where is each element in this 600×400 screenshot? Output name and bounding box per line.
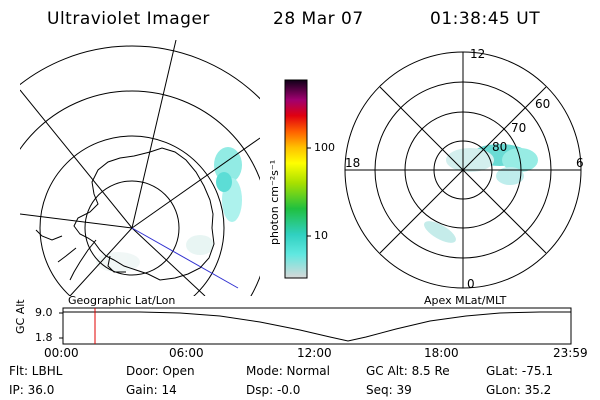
info-mode: Mode: Normal [246, 364, 330, 378]
lat-label-70: 70 [511, 121, 527, 135]
polar-plot [344, 51, 582, 289]
info-glat: GLat: -75.1 [486, 364, 553, 378]
geographic-map [20, 40, 260, 296]
lat-circle-outer [20, 90, 260, 296]
info-ip: IP: 36.0 [9, 383, 55, 397]
colorbar-units: photon cm⁻²s⁻¹ [268, 159, 281, 245]
altitude-ytick-1-8: 1.8 [35, 331, 53, 344]
right-map-caption: Apex MLat/MLT [424, 294, 507, 307]
altitude-xtick-0600: 06:00 [169, 346, 204, 360]
instrument-title: Ultraviolet Imager [47, 9, 210, 29]
mlt-label-0: 0 [467, 277, 475, 291]
mlt-label-12: 12 [470, 47, 486, 61]
altitude-xtick-1800: 18:00 [424, 346, 459, 360]
colorbar-tick-10: 10 [314, 229, 328, 242]
info-door: Door: Open [126, 364, 195, 378]
altitude-xtick-2359: 23:59 [553, 346, 588, 360]
info-seq: Seq: 39 [366, 383, 412, 397]
lat-label-60: 60 [535, 97, 551, 111]
lat-circle-edge [20, 45, 260, 100]
left-map-caption: Geographic Lat/Lon [68, 294, 176, 307]
altitude-ylabel: GC Alt [14, 299, 27, 334]
colorbar-tick-100: 100 [314, 141, 335, 154]
antarctica-coastline [73, 147, 215, 281]
altitude-xtick-1200: 12:00 [297, 346, 332, 360]
lat-circle-inner [84, 180, 180, 276]
info-gc-alt: GC Alt: 8.5 Re [366, 364, 450, 378]
observation-date: 28 Mar 07 [273, 9, 364, 29]
lat-circle-mid [39, 135, 225, 296]
info-glon: GLon: 35.2 [486, 383, 552, 397]
mlt-label-6: 6 [576, 156, 584, 170]
info-dsp: Dsp: -0.0 [246, 383, 301, 397]
altitude-xtick-0000: 00:00 [44, 346, 79, 360]
mlt-label-18: 18 [345, 156, 361, 170]
info-filter: Flt: LBHL [9, 364, 63, 378]
lat-label-80: 80 [492, 140, 508, 154]
altitude-plot [59, 307, 572, 345]
aurora-emission-left [96, 147, 242, 272]
info-gain: Gain: 14 [126, 383, 177, 397]
colorbar [284, 79, 311, 279]
altitude-curve [63, 311, 571, 342]
observation-time: 01:38:45 UT [430, 9, 541, 29]
altitude-ytick-9: 9.0 [35, 306, 53, 319]
